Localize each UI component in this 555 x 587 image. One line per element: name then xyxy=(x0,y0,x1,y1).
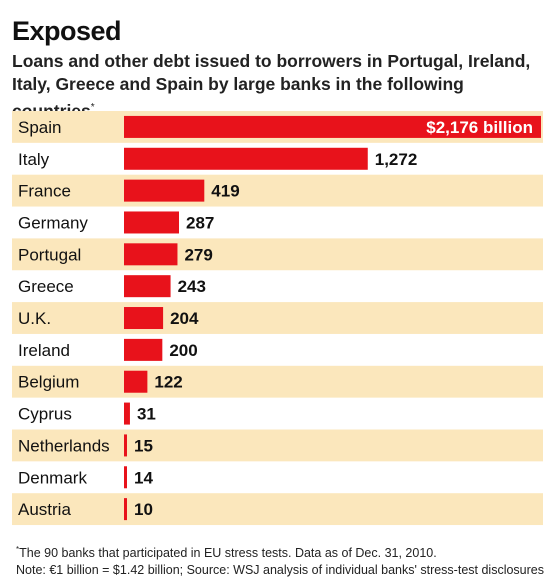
value-label: 1,272 xyxy=(375,150,418,169)
category-label: Belgium xyxy=(18,373,79,392)
row-band xyxy=(12,302,543,334)
bar xyxy=(124,147,368,170)
value-label: 204 xyxy=(170,309,199,328)
value-label: 31 xyxy=(137,405,156,424)
value-label: 243 xyxy=(178,277,206,296)
category-label: Denmark xyxy=(18,468,87,487)
row-band xyxy=(12,429,543,462)
chart-subtitle: Loans and other debt issued to borrowers… xyxy=(12,50,547,123)
footnote-line-1: *The 90 banks that participated in EU st… xyxy=(16,541,551,562)
category-label: Austria xyxy=(18,500,71,519)
footnote-mark: * xyxy=(16,545,20,554)
bar xyxy=(124,338,163,361)
bar xyxy=(124,370,148,393)
category-label: Italy xyxy=(18,150,50,169)
category-label: Greece xyxy=(18,277,74,296)
category-label: France xyxy=(18,182,71,201)
value-label: $2,176 billion xyxy=(426,118,533,137)
chart-title: Exposed xyxy=(12,16,122,46)
value-label: 279 xyxy=(184,245,212,264)
footnote-text-1: The 90 banks that participated in EU str… xyxy=(19,546,437,561)
bar xyxy=(124,115,541,138)
bar xyxy=(124,275,171,298)
subtitle-text: Loans and other debt issued to borrowers… xyxy=(12,51,531,121)
bar xyxy=(124,434,127,457)
bar xyxy=(124,466,127,489)
value-label: 419 xyxy=(211,182,239,201)
value-label: 14 xyxy=(134,468,153,487)
footnote-line-2: Note: €1 billion = $1.42 billion; Source… xyxy=(16,563,544,578)
value-label: 122 xyxy=(154,373,182,392)
category-label: Cyprus xyxy=(18,405,72,424)
value-label: 287 xyxy=(186,213,214,232)
category-label: U.K. xyxy=(18,309,51,328)
value-label: 15 xyxy=(134,436,153,455)
row-band xyxy=(12,493,543,526)
category-label: Netherlands xyxy=(18,436,110,455)
bar-chart: Spain $2,176 billion Italy 1,272 France 419 Ge… xyxy=(12,111,543,526)
category-label: Spain xyxy=(18,118,61,137)
category-label: Portugal xyxy=(18,245,81,264)
bar xyxy=(124,211,179,234)
category-label: Ireland xyxy=(18,341,70,360)
subtitle-footnote-mark: * xyxy=(90,102,95,113)
bar xyxy=(124,179,205,202)
footnote: *The 90 banks that participated in EU st… xyxy=(16,541,551,579)
row-band xyxy=(12,238,543,271)
bar xyxy=(124,243,178,266)
bar xyxy=(124,498,127,521)
row-band xyxy=(12,174,543,207)
value-label: 200 xyxy=(169,341,197,360)
value-label: 10 xyxy=(134,500,153,519)
category-label: Germany xyxy=(18,213,88,232)
row-band xyxy=(12,365,543,398)
bar xyxy=(124,402,130,425)
bar xyxy=(124,307,164,330)
